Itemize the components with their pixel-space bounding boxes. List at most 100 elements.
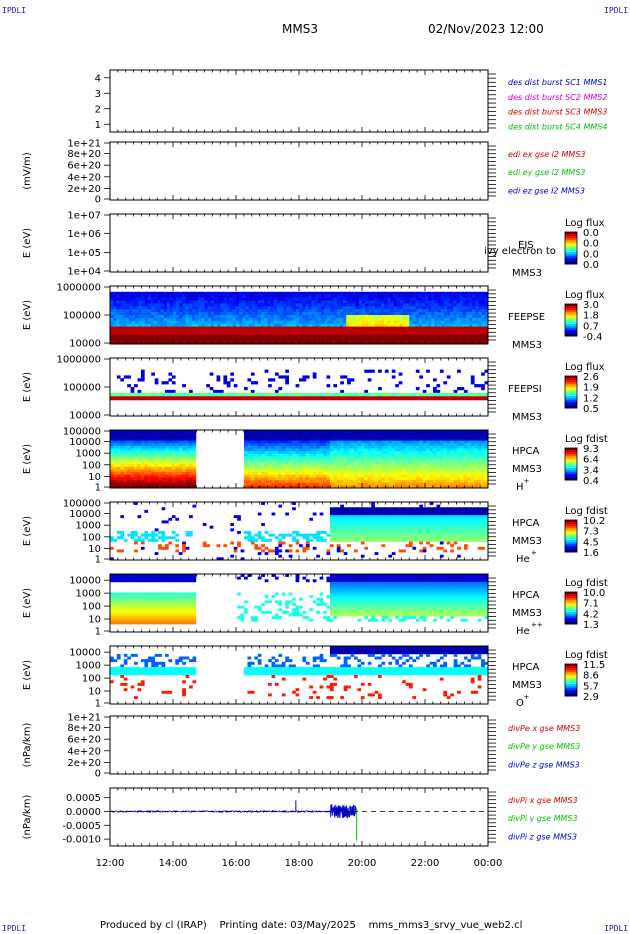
spectrogram-cell: [173, 309, 177, 313]
spectrogram-cell: [161, 437, 166, 441]
spectrogram-cell: [388, 443, 393, 447]
spectrogram-cell: [316, 464, 320, 468]
spectrogram-cell: [185, 474, 190, 478]
spectrogram-cell: [188, 341, 193, 345]
spectrogram-cell: [289, 297, 293, 301]
spectrogram-cell: [393, 303, 397, 307]
spectrogram-cell: [305, 443, 310, 447]
spectrogram-cell: [132, 323, 136, 327]
spectrogram-cell: [289, 303, 293, 307]
spectrogram-cell: [371, 435, 375, 439]
spectrogram-cell: [405, 451, 410, 455]
spectrogram-cell: [138, 312, 142, 316]
spectrogram-cell: [144, 338, 149, 342]
spectrogram-cell: [191, 341, 196, 345]
spectrogram-cell: [390, 315, 394, 319]
spectrogram-cell: [273, 320, 278, 324]
spectrogram-cell: [340, 443, 344, 447]
spectrogram-cell: [281, 443, 286, 447]
spectrogram-cell: [171, 430, 176, 433]
spectrogram-cell: [173, 317, 177, 322]
spectrogram-cell: [346, 306, 350, 310]
spectrogram-cell: [364, 445, 369, 449]
spectrogram-cell: [137, 472, 142, 476]
spectrogram-cell: [283, 335, 287, 339]
spectrogram-cell: [360, 430, 365, 433]
spectrogram-cell: [425, 335, 429, 339]
y-tick-label: 100000: [63, 383, 101, 394]
spectrogram-cell: [330, 341, 334, 345]
spectrogram-cell: [147, 294, 152, 298]
spectrogram-cell: [242, 312, 246, 316]
spectrogram-cell: [285, 381, 289, 385]
spectrogram-cell: [393, 320, 397, 324]
spectrogram-cell: [134, 445, 138, 449]
corner-label-bottom-left: IPDLI: [2, 924, 27, 933]
spectrogram-cell: [135, 326, 139, 330]
spectrogram-cell: [436, 464, 441, 468]
spectrogram-cell: [125, 335, 130, 339]
spectrogram-cell: [340, 480, 344, 484]
spectrogram-cell: [116, 297, 120, 301]
spectrogram-cell: [173, 306, 177, 310]
spectrogram-cell: [230, 392, 235, 396]
spectrogram-cell: [305, 459, 310, 462]
spectrogram-cell: [157, 338, 161, 342]
spectrogram-cell: [384, 480, 389, 484]
spectrogram-cell: [339, 309, 344, 313]
spectrogram-cell: [418, 317, 423, 322]
spectrogram-cell: [270, 326, 275, 330]
spectrogram-cell: [429, 459, 434, 462]
spectrogram-cell: [123, 461, 128, 465]
spectrogram-cell: [138, 300, 142, 304]
spectrogram-cell: [433, 469, 437, 473]
spectrogram-cell: [302, 485, 307, 489]
spectrogram-cell: [270, 323, 275, 327]
colorbar-cell: [565, 380, 577, 383]
spectrogram-cell: [402, 480, 406, 484]
spectrogram-cell: [191, 320, 196, 324]
spectrogram-cell: [330, 291, 334, 295]
spectrogram-cell: [440, 335, 445, 339]
spectrogram-cell: [368, 294, 372, 298]
spectrogram-cell: [122, 315, 127, 319]
colorbar-cell: [565, 384, 577, 387]
spectrogram-cell: [176, 309, 180, 313]
spectrogram-cell: [460, 392, 465, 396]
spectrogram-cell: [384, 320, 388, 324]
spectrogram-cell: [254, 453, 259, 457]
spectrogram-cell: [347, 477, 351, 481]
spectrogram-cell: [204, 317, 208, 322]
spectrogram-cell: [391, 445, 396, 449]
spectrogram-cell: [302, 459, 307, 462]
spectrogram-cell: [329, 448, 334, 452]
spectrogram-cell: [409, 326, 413, 330]
spectrogram-cell: [388, 453, 393, 457]
spectrogram-cell: [426, 474, 430, 478]
spectrogram-cell: [465, 309, 470, 313]
spectrogram-cell: [388, 480, 393, 484]
spectrogram-cell: [168, 440, 173, 444]
spectrogram-cell: [171, 381, 176, 385]
spectrogram-cell: [336, 466, 341, 470]
spectrogram-cell: [295, 338, 300, 342]
spectrogram-cell: [278, 480, 283, 484]
spectrogram-cell: [127, 384, 131, 388]
spectrogram-cell: [381, 469, 386, 473]
spectrogram-cell: [292, 440, 296, 444]
spectrogram-cell: [158, 435, 162, 439]
spectrogram-cell: [336, 338, 341, 342]
spectrogram-cell: [412, 312, 416, 316]
spectrogram-cell: [380, 317, 385, 322]
spectrogram-cell: [371, 294, 375, 298]
spectrogram-cell: [119, 291, 123, 295]
spectrogram-cell: [116, 320, 120, 324]
spectrogram-cell: [367, 466, 372, 470]
spectrogram-cell: [371, 440, 375, 444]
spectrogram-cell: [393, 294, 397, 298]
spectrogram-cell: [431, 303, 435, 307]
spectrogram-cell: [428, 335, 432, 339]
spectrogram-cell: [189, 440, 193, 444]
spectrogram-cell: [408, 435, 413, 439]
spectrogram-cell: [426, 464, 430, 468]
